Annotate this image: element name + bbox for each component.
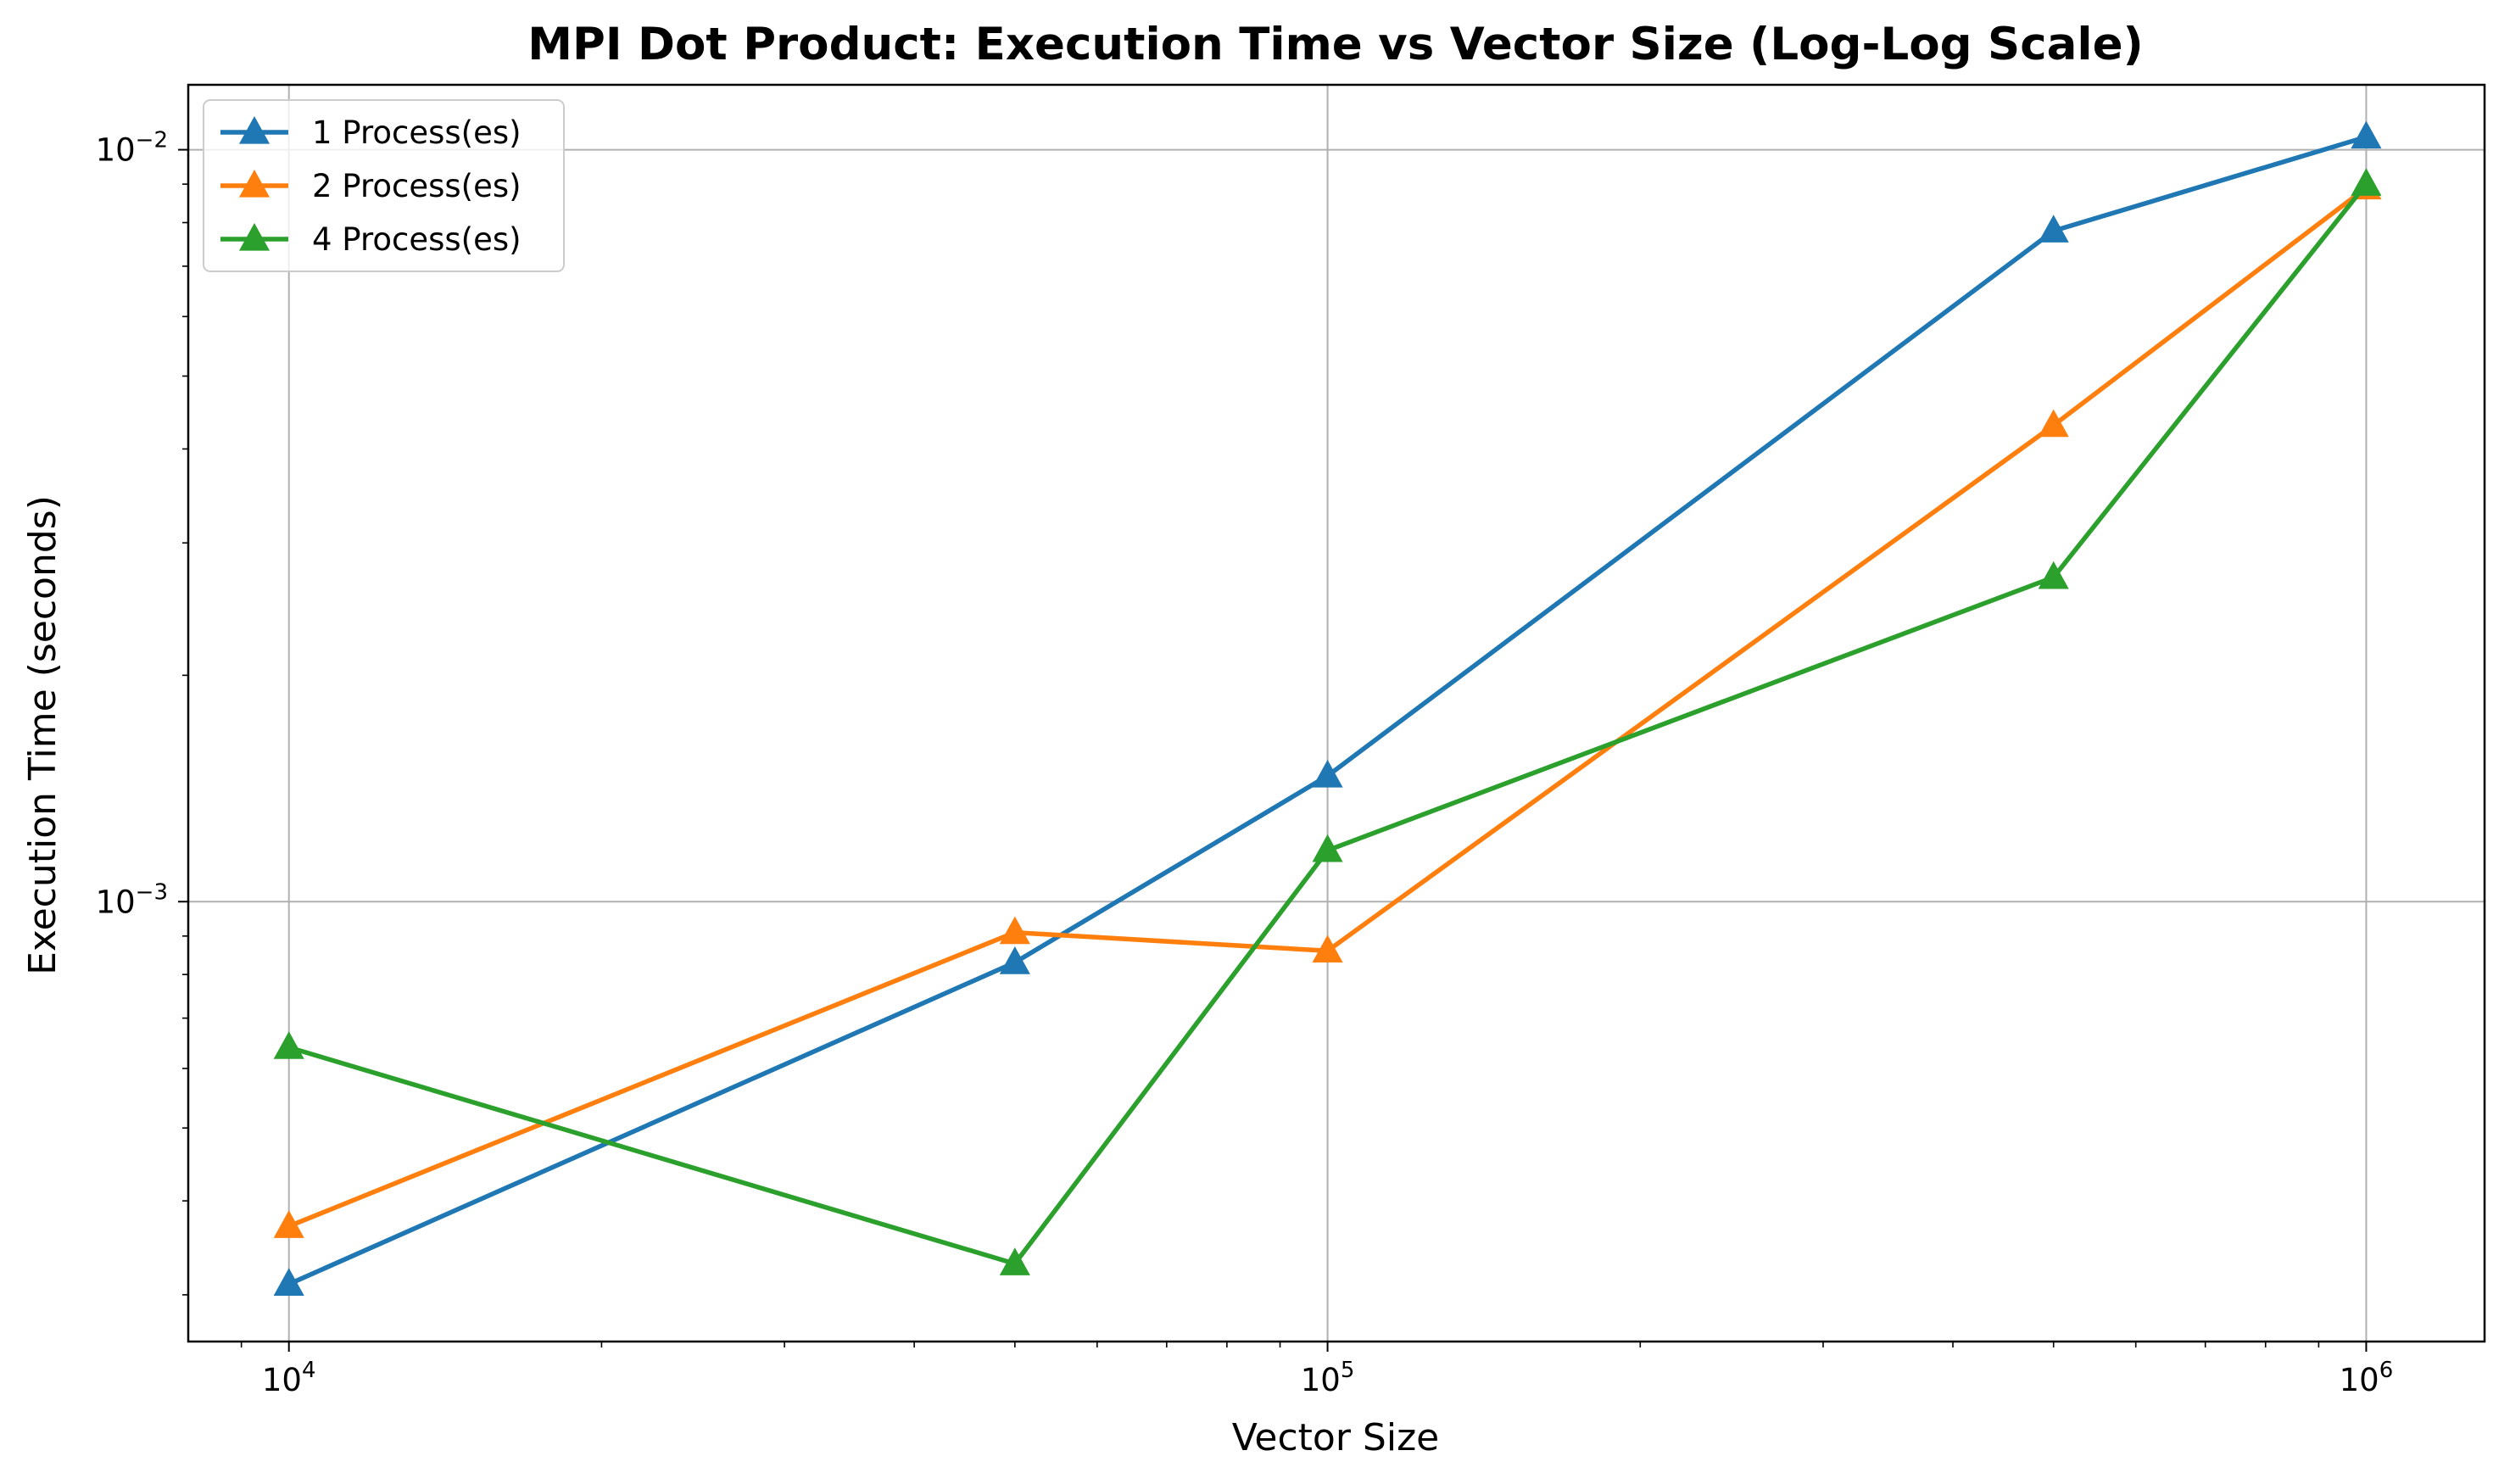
data-point-marker <box>273 1031 304 1059</box>
data-point-marker <box>2038 561 2069 589</box>
legend: 1 Process(es) 2 Process(es) 4 Process(es) <box>203 99 565 272</box>
legend-box <box>203 99 565 272</box>
data-point-marker <box>273 1268 304 1296</box>
series-layer <box>273 120 2382 1296</box>
legend-marker <box>238 170 271 198</box>
y-tick-label: 10−3 <box>96 879 168 920</box>
series-1 <box>273 120 2382 1296</box>
data-point-marker <box>2038 215 2069 243</box>
data-point-marker <box>999 916 1030 945</box>
x-tick-label: 104 <box>262 1358 316 1398</box>
y-tick-label: 10−2 <box>96 128 168 169</box>
y-axis-label: Execution Time (seconds) <box>21 495 64 975</box>
legend-item: 1 Process(es) <box>220 114 522 151</box>
x-tick-label: 105 <box>1301 1358 1355 1398</box>
data-point-marker <box>1312 834 1343 862</box>
legend-marker <box>238 116 271 144</box>
data-point-marker <box>1312 934 1343 963</box>
x-axis-label: Vector Size <box>1232 1416 1440 1459</box>
data-point-marker <box>2351 168 2382 196</box>
chart-title: MPI Dot Product: Execution Time vs Vecto… <box>527 19 2144 70</box>
x-tick-label: 106 <box>2340 1358 2394 1398</box>
legend-item: 2 Process(es) <box>220 168 522 204</box>
series-3 <box>273 168 2382 1275</box>
data-point-marker <box>1312 759 1343 788</box>
data-point-marker <box>999 946 1030 974</box>
data-point-marker <box>2038 409 2069 438</box>
data-point-marker <box>2351 120 2382 149</box>
data-point-marker <box>273 1210 304 1238</box>
major-ticks: 104 105 106 10−3 10−2 <box>96 128 2394 1398</box>
legend-item: 4 Process(es) <box>220 221 522 258</box>
legend-label: 2 Process(es) <box>312 168 522 204</box>
data-point-marker <box>999 1247 1030 1275</box>
plot-frame <box>187 83 2486 1343</box>
legend-marker <box>238 223 271 251</box>
legend-label: 1 Process(es) <box>312 114 522 151</box>
legend-label: 4 Process(es) <box>312 221 522 258</box>
grid-lines <box>188 85 2485 1342</box>
